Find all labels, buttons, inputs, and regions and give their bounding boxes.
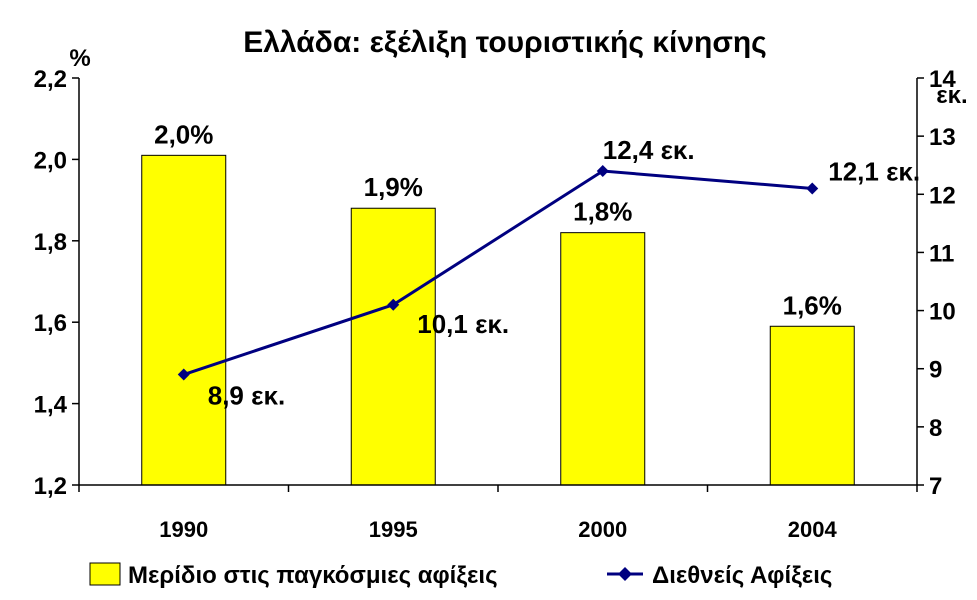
bar-label-2000: 1,8%: [573, 197, 632, 227]
line-label-2004: 12,1 εκ.: [828, 156, 920, 186]
right-tick-label: 7: [929, 473, 942, 500]
right-axis-unit: εκ.: [936, 82, 967, 109]
legend-label-bars: Μερίδιο στις παγκόσμιες αφίξεις: [128, 562, 498, 589]
bar-label-1990: 2,0%: [154, 119, 213, 149]
right-tick-label: 13: [929, 124, 956, 151]
line-label-1995: 10,1 εκ.: [417, 309, 509, 339]
legend-label-line: Διεθνείς Αφίξεις: [652, 562, 832, 589]
line-point-2004: [806, 182, 819, 195]
left-tick-label: 2,0: [34, 147, 67, 174]
bar-2000: [560, 232, 646, 486]
right-tick-label: 10: [929, 299, 956, 326]
legend-swatch-bars: [89, 562, 121, 586]
bar-1995: [350, 207, 436, 486]
left-tick-label: 2,2: [34, 66, 67, 93]
right-tick-label: 12: [929, 182, 956, 209]
bar-label-2004: 1,6%: [783, 290, 842, 320]
x-tick-label-1990: 1990: [159, 517, 208, 542]
line-point-2000: [596, 165, 609, 178]
line-label-1990: 8,9 εκ.: [208, 381, 285, 411]
bar-label-1995: 1,9%: [364, 172, 423, 202]
x-tick-label-2000: 2000: [578, 517, 627, 542]
line-label-2000: 12,4 εκ.: [603, 135, 695, 165]
left-tick-label: 1,8: [34, 229, 67, 256]
chart-title: Ελλάδα: εξέλιξη τουριστικής κίνησης: [243, 26, 767, 59]
right-tick-label: 11: [929, 240, 954, 267]
left-axis-unit: %: [69, 45, 90, 72]
right-tick-label: 14: [929, 66, 956, 93]
bar-1990: [141, 154, 227, 486]
line-point-1990: [177, 368, 190, 381]
legend-marker-line: [618, 567, 632, 581]
bar-2004: [769, 325, 855, 486]
right-tick-label: 9: [929, 357, 942, 384]
line-point-1995: [387, 298, 400, 311]
left-tick-label: 1,4: [34, 392, 68, 419]
x-tick-label-2004: 2004: [788, 517, 838, 542]
left-tick-label: 1,6: [34, 310, 67, 337]
plot-area: 2,0% 1,9% 1,8% 1,6% 1,2 1,4 1,6 1,8 2,0 2,2 7 8 9 10 1…: [34, 66, 957, 542]
right-tick-label: 8: [929, 415, 942, 442]
line-series-arrivals: [183, 169, 813, 376]
left-tick-label: 1,2: [34, 473, 67, 500]
x-tick-label-1995: 1995: [369, 517, 418, 542]
legend: Μερίδιο στις παγκόσμιες αφίξεις Διεθνείς…: [89, 562, 832, 589]
